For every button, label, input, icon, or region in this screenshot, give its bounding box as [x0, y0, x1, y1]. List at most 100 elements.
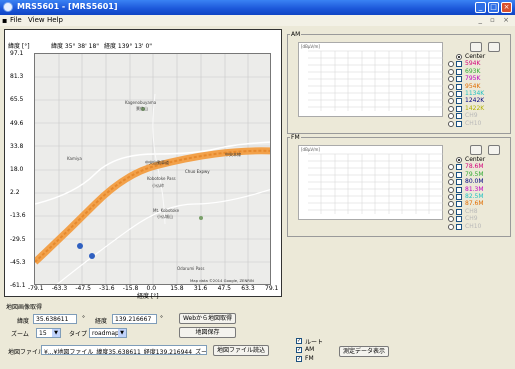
- map-image[interactable]: Kagenobuyama 景信山 Kamiya Kobotoke Pass 小仏…: [34, 53, 271, 285]
- road-label: 中央本線: [225, 151, 241, 157]
- fm-next-button[interactable]: [488, 145, 500, 155]
- fm-channel-radio[interactable]: [448, 216, 454, 223]
- am-channel-checkbox[interactable]: [456, 113, 462, 120]
- fm-prev-button[interactable]: [470, 145, 482, 155]
- route-label: ルート: [305, 339, 324, 346]
- maximize-button[interactable]: □: [488, 2, 499, 13]
- place-label: 小仏城山: [157, 213, 173, 219]
- am-channel-radio[interactable]: [448, 113, 454, 120]
- close-button[interactable]: ×: [501, 2, 512, 13]
- fetch-map-button[interactable]: Webから地図取得: [179, 313, 236, 324]
- x-tick-label: -15.8: [122, 285, 139, 292]
- lat-label: 緯度: [17, 318, 30, 325]
- am-channel-label: 1422K: [465, 104, 485, 112]
- chevron-down-icon[interactable]: ▼: [52, 329, 60, 337]
- am-plot-grid: [308, 50, 443, 111]
- am-channel-checkbox[interactable]: [456, 105, 462, 112]
- menu-file[interactable]: File: [10, 16, 22, 24]
- place-label: Kamiya: [67, 156, 82, 161]
- am-channel-checkbox[interactable]: [456, 120, 462, 127]
- fm-channel-checkbox[interactable]: [456, 171, 462, 178]
- fm-channel-checkbox[interactable]: [456, 194, 462, 200]
- fm-channel-radio[interactable]: [448, 208, 454, 215]
- am-channel-radio[interactable]: [448, 91, 454, 97]
- menu-view[interactable]: View: [28, 16, 45, 24]
- fm-channel-label: CH10: [465, 222, 482, 230]
- map-file-input[interactable]: ¥...¥地図ファイル_緯度35.638611_経度139.216944_ズーム…: [41, 345, 207, 355]
- y-tick-label: -45.3: [10, 258, 26, 266]
- fm-group-title: FM: [290, 134, 301, 141]
- fm-channel-label: CH9: [465, 215, 478, 223]
- am-prev-button[interactable]: [470, 42, 482, 52]
- fm-channel-checkbox[interactable]: [456, 186, 462, 193]
- fm-channel-radio[interactable]: [448, 179, 454, 186]
- am-channel-checkbox[interactable]: [456, 76, 462, 83]
- route-checkbox[interactable]: ✓: [296, 338, 302, 344]
- fm-ylabel: [dBμV/m]: [301, 147, 320, 152]
- fm-channel-radio[interactable]: [448, 223, 454, 230]
- place-label: 景信山: [136, 105, 148, 111]
- am-next-button[interactable]: [488, 42, 500, 52]
- chevron-down-icon[interactable]: ▼: [118, 329, 126, 337]
- am-channel-label: 594K: [465, 60, 481, 68]
- x-tick-label: 31.6: [193, 285, 208, 292]
- document-icon: ▪: [2, 16, 8, 25]
- deg-symbol: °: [160, 315, 163, 322]
- am-channel-checkbox[interactable]: [456, 68, 462, 75]
- fm-checkbox[interactable]: ✓: [296, 356, 302, 362]
- fm-channel-checkbox[interactable]: [456, 223, 462, 230]
- fm-channel-label: 78.6M: [465, 163, 484, 171]
- menu-help[interactable]: Help: [47, 16, 63, 24]
- fm-channel-label: 79.5M: [465, 170, 484, 178]
- place-label: Odarumi Pass: [177, 266, 204, 271]
- minimize-button[interactable]: _: [475, 2, 486, 13]
- am-channel-radio[interactable]: [448, 61, 454, 68]
- fm-channel-radio[interactable]: [448, 201, 454, 208]
- am-channel-radio[interactable]: [448, 98, 454, 105]
- menu-bar: ▪ File View Help _ ▫ ×: [0, 15, 515, 26]
- am-channel-radio[interactable]: [448, 68, 454, 75]
- fm-channel-checkbox[interactable]: [456, 201, 462, 208]
- app-icon: [3, 2, 13, 12]
- lat-input[interactable]: 35.638611: [33, 314, 77, 324]
- am-channel-label: 954K: [465, 82, 481, 90]
- am-channel-checkbox[interactable]: [456, 54, 462, 60]
- show-measurement-button[interactable]: 測定データ表示: [339, 346, 389, 357]
- fm-channel-checkbox[interactable]: [456, 179, 462, 186]
- am-plot: [dBμV/m]: [298, 42, 443, 117]
- fm-channel-checkbox[interactable]: [456, 164, 462, 171]
- am-channel-checkbox[interactable]: [456, 91, 462, 97]
- fm-channel-radio[interactable]: [448, 171, 454, 178]
- x-tick-label: 47.5: [217, 285, 231, 292]
- am-checkbox[interactable]: ✓: [296, 347, 302, 353]
- fm-channel-checkbox[interactable]: [456, 157, 462, 163]
- lat-axis-label: 緯度 [°]: [8, 43, 30, 50]
- am-channel-radio[interactable]: [448, 120, 454, 127]
- am-channel-label: 795K: [465, 75, 481, 83]
- fm-channel-checkbox[interactable]: [456, 208, 462, 215]
- fm-channel-label: CH8: [465, 207, 478, 215]
- x-tick-label: 0.0: [146, 285, 157, 292]
- save-map-button[interactable]: 地図保存: [179, 327, 236, 338]
- am-channel-radio[interactable]: [448, 83, 454, 90]
- lon-label: 経度: [95, 318, 108, 325]
- am-channel-label: 1242K: [465, 97, 485, 105]
- fm-channel-radio[interactable]: [448, 194, 454, 200]
- am-channel-radio[interactable]: [448, 76, 454, 83]
- fm-channel-radio[interactable]: [448, 164, 454, 171]
- zoom-select[interactable]: 15 ▼: [36, 328, 61, 338]
- open-map-file-button[interactable]: 地図ファイル読込: [213, 345, 269, 356]
- map-type-select[interactable]: roadmap ▼: [89, 328, 127, 338]
- lat-readout: 緯度 35° 38' 18": [51, 43, 100, 50]
- x-tick-label: -79.1: [28, 285, 44, 292]
- am-group: [287, 34, 511, 134]
- lon-input[interactable]: 139.216667: [112, 314, 157, 324]
- am-channel-checkbox[interactable]: [456, 61, 462, 68]
- map-acquire-panel: 地図画像取得 緯度 35.638611 ° 経度 139.216667 ° We…: [3, 299, 281, 365]
- am-channel-radio[interactable]: [448, 105, 454, 112]
- am-channel-checkbox[interactable]: [456, 98, 462, 105]
- fm-channel-radio[interactable]: [448, 186, 454, 193]
- mdi-window-buttons[interactable]: _ ▫ ×: [478, 16, 512, 24]
- fm-channel-checkbox[interactable]: [456, 216, 462, 223]
- am-channel-checkbox[interactable]: [456, 83, 462, 90]
